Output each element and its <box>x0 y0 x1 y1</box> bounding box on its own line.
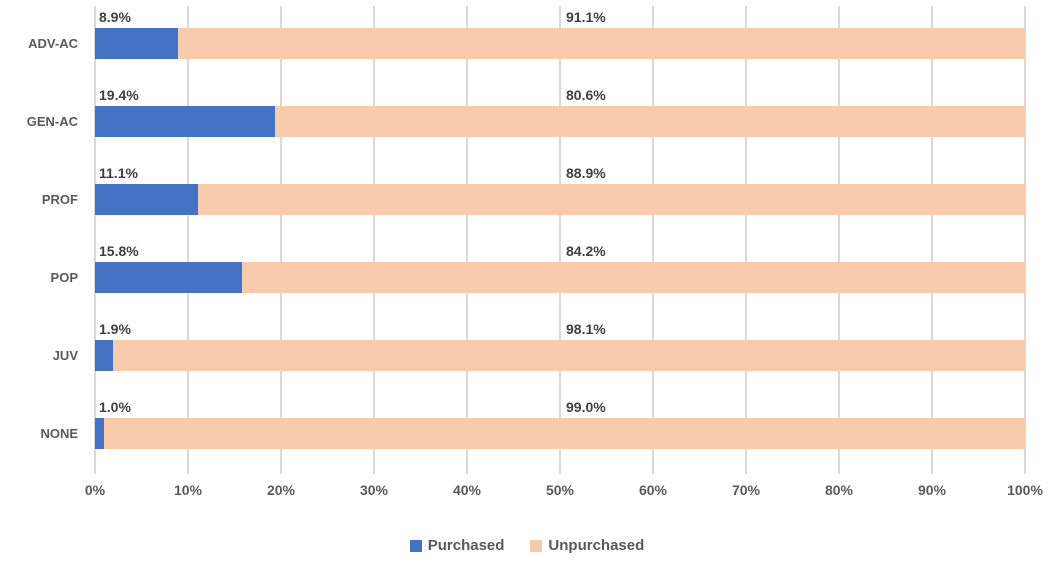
x-tick-label: 30% <box>359 482 389 498</box>
gridline <box>373 6 375 474</box>
data-label-unpurchased: 80.6% <box>566 87 606 103</box>
data-label-unpurchased: 99.0% <box>566 399 606 415</box>
bar-segment-unpurchased <box>112 340 1025 371</box>
bar-row: GEN-AC 19.4% 80.6% <box>27 84 1025 162</box>
bar-segment-purchased <box>95 418 105 449</box>
bar-segment-purchased <box>95 28 178 59</box>
x-tick-label: 10% <box>173 482 203 498</box>
category-label: POP <box>50 270 78 285</box>
data-label-unpurchased: 88.9% <box>566 165 606 181</box>
legend-label: Purchased <box>427 537 505 554</box>
data-label-purchased: 1.0% <box>99 399 131 415</box>
gridline <box>466 6 468 474</box>
legend-swatch-unpurchased <box>530 539 543 552</box>
gridline <box>559 6 561 474</box>
gridline <box>838 6 840 474</box>
bar-track <box>95 418 1025 449</box>
x-tick-label: 100% <box>1007 482 1043 498</box>
data-label-purchased: 11.1% <box>99 165 138 181</box>
legend-label: Unpurchased <box>548 537 645 554</box>
legend: Purchased Unpurchased <box>0 537 1054 554</box>
bar-segment-unpurchased <box>198 184 1025 215</box>
data-label-unpurchased: 91.1% <box>566 9 606 25</box>
x-tick-label: 0% <box>84 482 106 498</box>
bar-segment-purchased <box>95 262 242 293</box>
category-label: NONE <box>40 426 78 441</box>
bar-track <box>95 106 1025 137</box>
bar-segment-unpurchased <box>177 28 1025 59</box>
data-label-unpurchased: 98.1% <box>566 321 606 337</box>
bar-segment-purchased <box>95 184 199 215</box>
data-label-unpurchased: 84.2% <box>566 243 606 259</box>
bar-track <box>95 340 1025 371</box>
gridline <box>94 6 96 474</box>
x-axis: 0% 10% 20% 30% 40% 50% 60% 70% 80% 90% 100% <box>85 482 1043 504</box>
bar-row: NONE 1.0% 99.0% <box>40 396 1025 474</box>
category-label: PROF <box>41 192 78 207</box>
bar-segment-unpurchased <box>275 106 1025 137</box>
gridline <box>931 6 933 474</box>
bar-row: POP 15.8% 84.2% <box>51 240 1025 318</box>
gridline <box>745 6 747 474</box>
gridline <box>1024 6 1026 474</box>
x-tick-label: 70% <box>731 482 761 498</box>
category-label: ADV-AC <box>28 36 78 51</box>
bar-segment-unpurchased <box>241 262 1025 293</box>
plot-area: ADV-AC 8.9% 91.1% GEN-AC 19.4% 80.6% PROF 11.1%… <box>27 6 1026 474</box>
category-label: JUV <box>52 348 78 363</box>
bar-row: ADV-AC 8.9% 91.1% <box>28 6 1025 84</box>
legend-item-purchased: Purchased <box>409 537 505 554</box>
x-tick-label: 20% <box>266 482 296 498</box>
legend-swatch-purchased <box>409 539 422 552</box>
data-label-purchased: 8.9% <box>99 9 131 25</box>
bar-segment-purchased <box>95 340 113 371</box>
bar-segment-purchased <box>95 106 276 137</box>
data-label-purchased: 19.4% <box>99 87 139 103</box>
x-tick-label: 80% <box>824 482 854 498</box>
x-tick-label: 40% <box>452 482 482 498</box>
x-tick-label: 60% <box>638 482 668 498</box>
data-label-purchased: 15.8% <box>99 243 139 259</box>
x-tick-label: 90% <box>917 482 947 498</box>
legend-item-unpurchased: Unpurchased <box>530 537 644 554</box>
x-tick-label: 50% <box>545 482 575 498</box>
bar-segment-unpurchased <box>104 418 1025 449</box>
bar-row: PROF 11.1% 88.9% <box>42 162 1025 240</box>
gridline <box>187 6 189 474</box>
gridline <box>652 6 654 474</box>
data-label-purchased: 1.9% <box>99 321 131 337</box>
bar-row: JUV 1.9% 98.1% <box>53 318 1025 396</box>
bar-track <box>95 28 1025 59</box>
bar-track <box>95 184 1025 215</box>
bar-track <box>95 262 1025 293</box>
category-label: GEN-AC <box>26 114 78 129</box>
gridline <box>280 6 282 474</box>
